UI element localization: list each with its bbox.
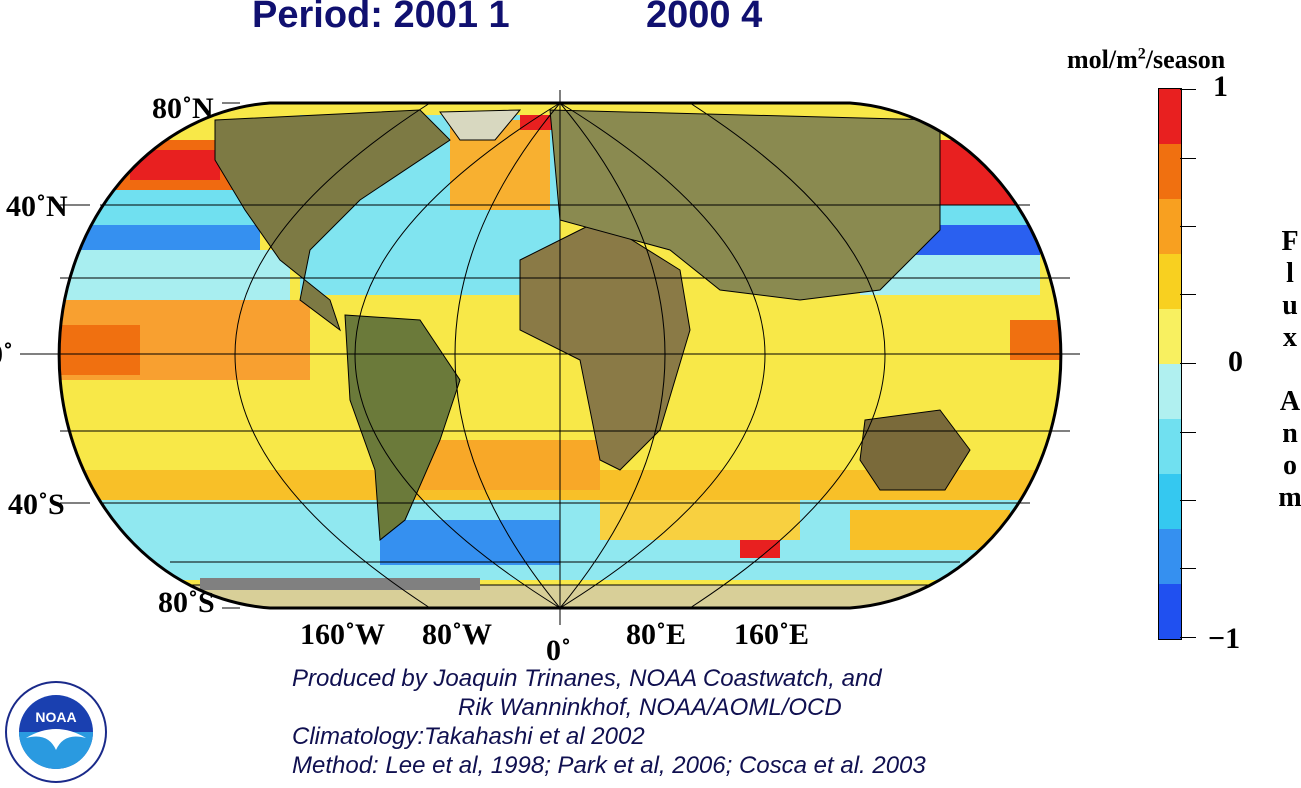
svg-text:NOAA: NOAA [35,709,76,725]
colorbar-units: mol/m2/season [1067,45,1226,74]
colorbar-title: F l u x A n o m [1278,226,1301,513]
credit-line-4: Method: Lee et al, 1998; Park et al, 200… [292,752,926,779]
world-flux-anomaly-map [20,90,1080,625]
lon-label-80e: 80˚E [626,618,686,651]
noaa-logo: NOAA [5,681,107,783]
colorbar-min-label: −1 [1208,622,1241,655]
lon-label-0: 0˚ [546,634,571,667]
continents [99,109,1051,608]
lat-label-0: 0˚ [0,338,13,371]
credit-line-3: Climatology:Takahashi et al 2002 [292,723,645,750]
colorbar [1158,88,1182,640]
compare-period-label: 2000 4 [646,0,763,36]
credit-line-1: Produced by Joaquin Trinanes, NOAA Coast… [292,665,882,692]
north-pacific-low-band [60,225,260,250]
period-label: Period: 2001 1 [252,0,510,36]
ocean-field [59,103,1061,608]
colorbar-max-label: 1 [1213,70,1228,103]
lat-label-80n: 80˚N [152,92,214,125]
credits: Produced by Joaquin Trinanes, NOAA Coast… [292,664,926,780]
lon-label-160e: 160˚E [734,618,809,651]
lat-label-40n: 40˚N [6,190,68,223]
lat-label-80s: 80˚S [158,586,215,619]
lon-label-80w: 80˚W [422,618,492,651]
colorbar-mid-label: 0 [1228,345,1243,378]
lat-label-40s: 40˚S [8,488,65,521]
graticule [20,90,1080,625]
credit-line-2: Rik Wanninkhof, NOAA/AOML/OCD [458,694,842,721]
lon-label-160w: 160˚W [300,618,385,651]
map-title: Period: 2001 1 2000 4 [252,0,762,123]
